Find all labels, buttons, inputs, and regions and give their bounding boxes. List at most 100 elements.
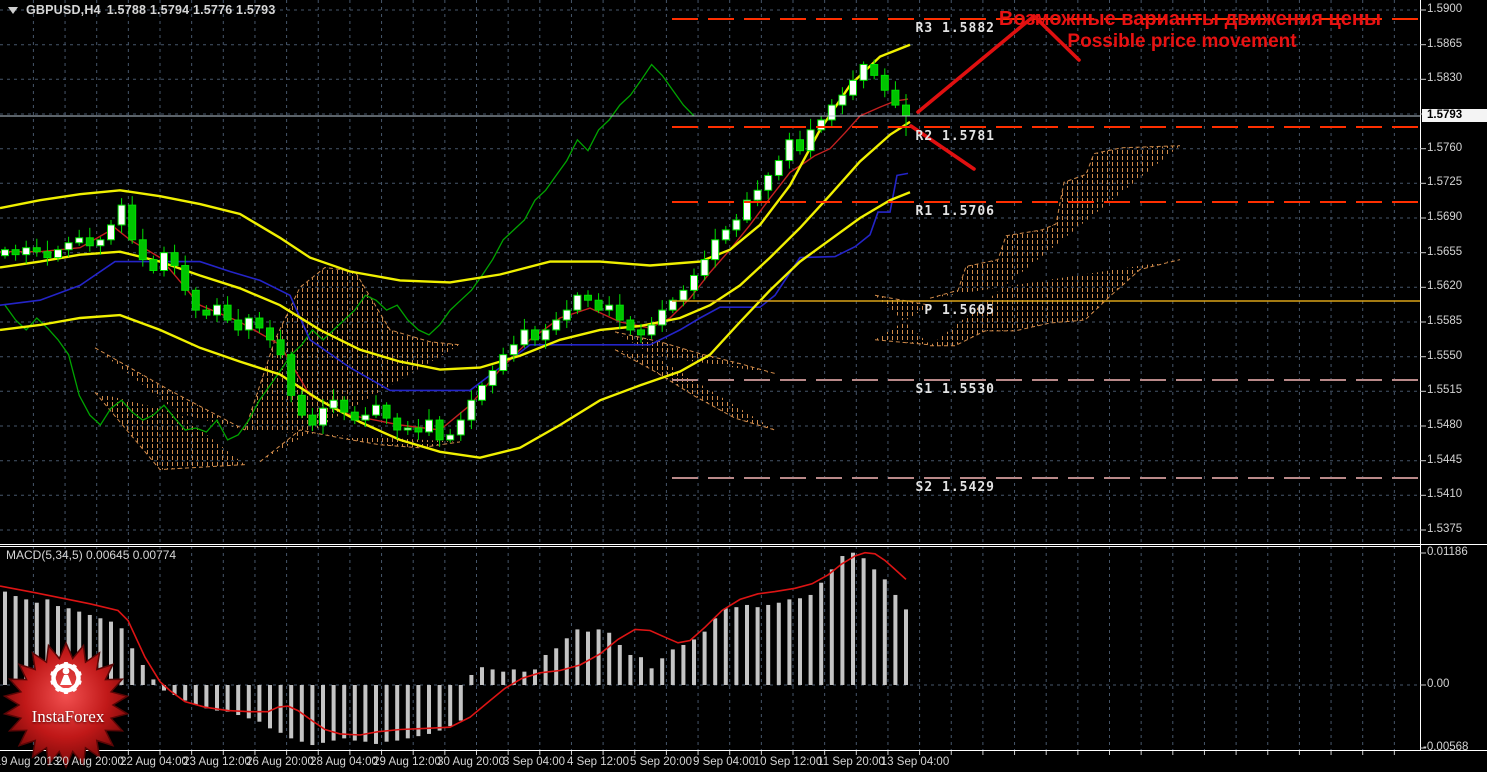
current-price-badge: 1.5793: [1422, 109, 1487, 122]
macd-bar: [649, 668, 654, 685]
macd-bar: [745, 604, 749, 685]
macd-axis-label[interactable]: 0.00: [1427, 678, 1450, 690]
macd-bar: [257, 685, 262, 722]
price-axis-label[interactable]: 1.5515: [1427, 384, 1463, 396]
macd-bar: [130, 648, 135, 685]
instaforex-logo: [2, 641, 130, 769]
macd-signal-line: [0, 551, 907, 736]
price-axis-label[interactable]: 1.5725: [1427, 176, 1463, 188]
macd-bar: [755, 607, 760, 685]
price-axis-label[interactable]: 1.5690: [1427, 211, 1463, 223]
annotation-en: Possible price movement: [1067, 31, 1297, 52]
macd-bar: [3, 591, 7, 685]
macd-bar: [554, 648, 559, 685]
macd-bar: [384, 685, 389, 742]
macd-bar: [808, 594, 813, 685]
pivot-label-r2: R2 1.5781: [915, 129, 995, 144]
panel-borders: [0, 0, 1487, 751]
macd-bar: [34, 602, 39, 685]
price-axis-label[interactable]: 1.5620: [1427, 280, 1463, 292]
macd-bar: [480, 667, 484, 685]
price-scenario-arrow: [909, 124, 976, 171]
macd-bar: [374, 685, 378, 744]
macd-bar: [840, 556, 845, 685]
macd-bar: [533, 669, 537, 685]
macd-bar: [469, 674, 474, 685]
price-axis-label[interactable]: 1.5480: [1427, 419, 1463, 431]
macd-bar: [787, 599, 792, 685]
macd-bar: [660, 658, 665, 685]
macd-bar: [766, 604, 771, 685]
annotation-ru: Возможные варианты движения цены: [998, 8, 1382, 30]
time-axis-label[interactable]: 19 Aug 2013: [0, 756, 60, 768]
macd-bar: [66, 608, 71, 685]
bollinger-middle: [0, 120, 911, 371]
macd-bar: [395, 685, 400, 741]
macd-bar: [670, 649, 675, 685]
price-axis-label[interactable]: 1.5375: [1427, 523, 1463, 535]
macd-bar: [236, 685, 241, 716]
macd-bar: [278, 685, 283, 733]
time-axis-label[interactable]: 29 Aug 12:00: [373, 756, 441, 768]
price-axis-label[interactable]: 1.5865: [1427, 38, 1463, 50]
macd-bar: [162, 685, 166, 691]
kijun-line: [0, 172, 909, 392]
macd-bar: [268, 685, 272, 729]
time-axis-label[interactable]: 5 Sep 20:00: [629, 756, 693, 768]
ichimoku-cloud: [95, 347, 245, 470]
macd-bar: [490, 669, 495, 685]
time-axis-label[interactable]: 28 Aug 04:00: [310, 756, 378, 768]
macd-bar: [543, 654, 548, 685]
macd-bar: [617, 644, 622, 685]
time-axis-label[interactable]: 20 Aug 20:00: [56, 756, 124, 768]
ichimoku-cloud: [245, 267, 460, 462]
macd-bar: [607, 632, 612, 685]
macd-axis-label[interactable]: -0.00568: [1423, 741, 1469, 753]
time-axis-label[interactable]: 4 Sep 12:00: [566, 756, 630, 768]
macd-bar: [45, 599, 50, 685]
macd-bar: [151, 679, 156, 685]
macd-bar: [702, 631, 707, 685]
macd-bar: [713, 618, 718, 685]
price-axis-label[interactable]: 1.5585: [1427, 315, 1463, 327]
macd-bar: [723, 608, 728, 685]
time-axis-label[interactable]: 30 Aug 20:00: [437, 756, 505, 768]
pivot-label-r3: R3 1.5882: [915, 21, 995, 36]
macd-bar: [331, 685, 336, 741]
macd-bar: [734, 607, 739, 685]
price-axis-label[interactable]: 1.5830: [1427, 72, 1463, 84]
macd-bar: [56, 606, 60, 685]
macd-bar: [352, 685, 357, 741]
macd-bar: [24, 599, 29, 685]
macd-bar: [172, 685, 177, 696]
time-axis-label[interactable]: 23 Aug 12:00: [183, 756, 251, 768]
time-axis-label[interactable]: 11 Sep 20:00: [817, 756, 885, 768]
price-axis-label[interactable]: 1.5655: [1427, 246, 1463, 258]
price-axis-label[interactable]: 1.5900: [1427, 3, 1463, 15]
time-axis-label[interactable]: 10 Sep 12:00: [753, 756, 823, 768]
gear-person-icon: [50, 662, 82, 694]
price-axis-label[interactable]: 1.5760: [1427, 142, 1463, 154]
macd-bar: [405, 685, 410, 739]
price-axis-label[interactable]: 1.5445: [1427, 454, 1463, 466]
symbol-dropdown-icon[interactable]: [8, 6, 18, 14]
macd-bar: [882, 579, 887, 685]
macd-bar: [798, 598, 802, 685]
time-axis-label[interactable]: 22 Aug 04:00: [120, 756, 188, 768]
macd-axis-label[interactable]: 0.01186: [1427, 546, 1468, 558]
time-axis-label[interactable]: 26 Aug 20:00: [246, 756, 314, 768]
macd-bar: [363, 685, 368, 742]
price-axis-label[interactable]: 1.5550: [1427, 350, 1463, 362]
candles: [1, 59, 910, 447]
macd-bar: [448, 685, 453, 727]
time-axis-label[interactable]: 13 Sep 04:00: [880, 756, 950, 768]
macd-bar: [109, 621, 113, 685]
price-axis-label[interactable]: 1.5410: [1427, 488, 1463, 500]
time-axis-label[interactable]: 9 Sep 04:00: [692, 756, 756, 768]
macd-bar: [819, 582, 824, 685]
main-panel: [0, 14, 1420, 479]
price-scenario-arrow: [1032, 14, 1081, 62]
macd-bar: [829, 569, 834, 685]
time-axis-label[interactable]: 3 Sep 04:00: [502, 756, 566, 768]
